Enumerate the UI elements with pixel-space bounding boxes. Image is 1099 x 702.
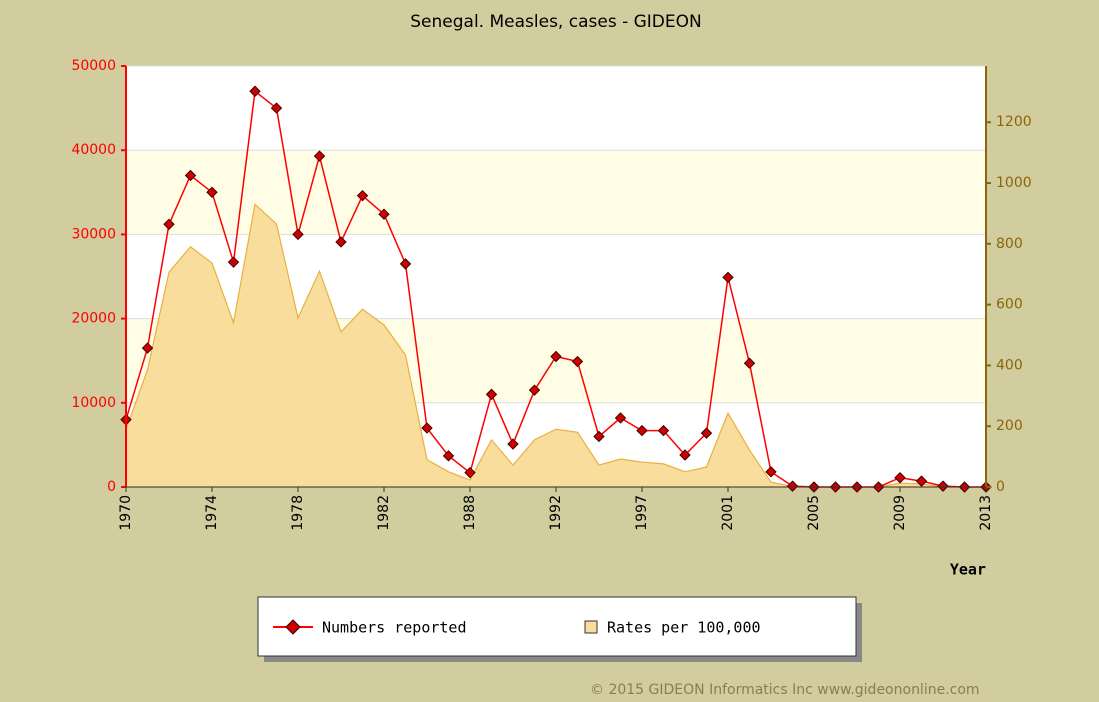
marker: [765, 466, 777, 478]
marker: [227, 256, 240, 268]
x-tick-label: 1988: [462, 495, 478, 531]
marker: [163, 218, 175, 231]
marker: [464, 466, 476, 479]
y-tick-label: 10000: [71, 395, 116, 411]
marker: [700, 427, 713, 439]
marker: [528, 384, 541, 396]
marker: [335, 236, 347, 248]
legend-marker: [285, 619, 301, 635]
y-tick-label: 50000: [71, 58, 116, 74]
x-tick-label: 1997: [634, 495, 650, 531]
marker: [915, 475, 928, 487]
x-tick-label: 1974: [204, 495, 220, 531]
marker: [657, 424, 670, 437]
legend-swatch: [584, 620, 598, 634]
y2-tick-label: 800: [996, 236, 1023, 252]
source-note: © 2015 GIDEON Informatics Inc www.gideon…: [590, 682, 980, 698]
marker: [313, 150, 326, 162]
marker: [249, 85, 261, 97]
marker: [937, 480, 949, 492]
y2-tick-label: 200: [996, 418, 1023, 434]
legend-label: Numbers reported: [322, 619, 467, 637]
marker: [743, 357, 756, 369]
marker: [292, 228, 304, 241]
x-tick-label: 1970: [118, 495, 134, 531]
marker: [722, 271, 734, 284]
marker: [894, 472, 906, 484]
marker: [636, 424, 648, 437]
y-tick-label: 40000: [71, 142, 116, 158]
marker: [442, 450, 455, 462]
x-tick-label: 1978: [290, 495, 306, 531]
chart-title: Senegal. Measles, cases - GIDEON: [410, 12, 701, 32]
x-tick-label: 2009: [892, 495, 908, 531]
marker: [270, 102, 283, 114]
marker: [550, 350, 562, 363]
y-tick-label: 30000: [71, 226, 116, 242]
marker: [507, 438, 519, 450]
marker: [485, 388, 498, 401]
x-axis-label: Year: [950, 561, 986, 579]
x-tick-label: 2013: [978, 495, 994, 531]
marker: [356, 189, 369, 202]
marker: [141, 342, 154, 354]
marker: [421, 422, 433, 434]
y2-tick-label: 1200: [996, 114, 1032, 130]
y2-tick-label: 400: [996, 357, 1023, 373]
y2-tick-label: 0: [996, 479, 1005, 495]
legend: [257, 596, 857, 657]
marker: [206, 186, 218, 199]
marker: [786, 480, 799, 492]
x-tick-label: 2005: [806, 495, 822, 531]
x-tick-label: 1992: [548, 495, 564, 531]
marker: [614, 412, 627, 424]
marker: [399, 258, 412, 270]
marker: [571, 355, 584, 368]
y2-tick-label: 600: [996, 297, 1023, 313]
marker: [378, 208, 390, 220]
legend-label: Rates per 100,000: [607, 619, 761, 637]
y-tick-label: 0: [107, 479, 116, 495]
marker: [184, 169, 197, 182]
y-tick-label: 20000: [71, 311, 116, 327]
x-tick-label: 1982: [376, 495, 392, 531]
marker: [593, 430, 605, 443]
marker: [679, 449, 691, 461]
y2-tick-label: 1000: [996, 175, 1032, 191]
x-tick-label: 2001: [720, 495, 736, 531]
